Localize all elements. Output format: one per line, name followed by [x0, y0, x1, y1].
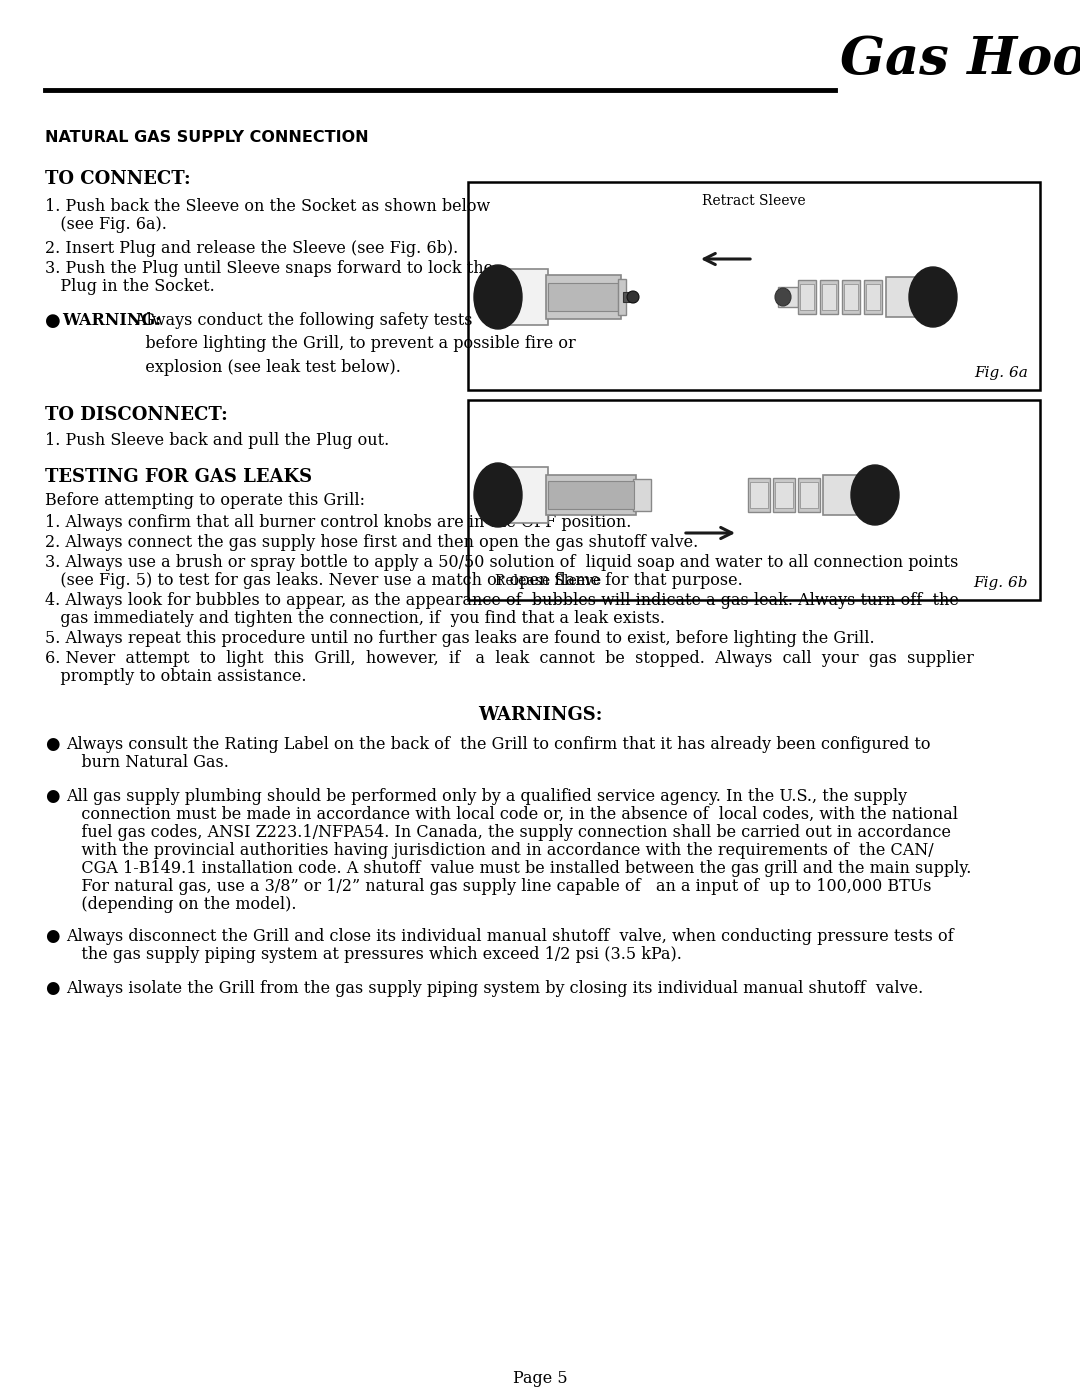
Bar — [864, 279, 882, 314]
Text: WARNINGS:: WARNINGS: — [477, 705, 603, 724]
Bar — [778, 286, 798, 307]
Text: Page 5: Page 5 — [513, 1370, 567, 1387]
Text: 1. Push back the Sleeve on the Socket as shown below: 1. Push back the Sleeve on the Socket as… — [45, 198, 490, 215]
Bar — [823, 475, 873, 515]
Ellipse shape — [909, 267, 957, 327]
Text: Fig. 6a: Fig. 6a — [974, 366, 1028, 380]
Bar — [548, 481, 634, 509]
Text: with the provincial authorities having jurisdiction and in accordance with the r: with the provincial authorities having j… — [66, 842, 933, 859]
Text: Release Sleeve: Release Sleeve — [495, 574, 602, 588]
Bar — [866, 284, 880, 310]
Bar — [618, 279, 626, 314]
Bar — [820, 279, 838, 314]
Text: 1. Always confirm that all burner control knobs are in the OFF position.: 1. Always confirm that all burner contro… — [45, 514, 632, 531]
Bar — [546, 275, 621, 319]
Text: WARNING:: WARNING: — [62, 312, 161, 330]
Text: promptly to obtain assistance.: promptly to obtain assistance. — [45, 668, 307, 685]
Ellipse shape — [775, 288, 791, 306]
Text: Fig. 6b: Fig. 6b — [973, 576, 1028, 590]
Text: TO CONNECT:: TO CONNECT: — [45, 170, 191, 189]
Text: Always consult the Rating Label on the back of  the Grill to confirm that it has: Always consult the Rating Label on the b… — [66, 736, 931, 753]
Text: (see Fig. 5) to test for gas leaks. Never use a match or open flame for that pur: (see Fig. 5) to test for gas leaks. Neve… — [45, 571, 743, 590]
Bar — [886, 277, 931, 317]
Bar — [546, 475, 636, 515]
Ellipse shape — [474, 462, 522, 527]
Bar — [775, 482, 793, 509]
Bar — [633, 479, 651, 511]
Ellipse shape — [474, 265, 522, 330]
Text: ●: ● — [45, 736, 59, 753]
Text: fuel gas codes, ANSI Z223.1/NFPA54. In Canada, the supply connection shall be ca: fuel gas codes, ANSI Z223.1/NFPA54. In C… — [66, 824, 951, 841]
Text: 2. Always connect the gas supply hose first and then open the gas shutoff valve.: 2. Always connect the gas supply hose fi… — [45, 534, 699, 550]
Text: Always isolate the Grill from the gas supply piping system by closing its indivi: Always isolate the Grill from the gas su… — [66, 981, 923, 997]
Bar — [822, 284, 836, 310]
Bar — [748, 478, 770, 511]
Text: CGA 1-B149.1 installation code. A shutoff  value must be installed between the g: CGA 1-B149.1 installation code. A shutof… — [66, 861, 971, 877]
Text: the gas supply piping system at pressures which exceed 1/2 psi (3.5 kPa).: the gas supply piping system at pressure… — [66, 946, 681, 963]
Text: 5. Always repeat this procedure until no further gas leaks are found to exist, b: 5. Always repeat this procedure until no… — [45, 630, 875, 647]
Text: ●: ● — [45, 788, 59, 805]
Bar — [773, 478, 795, 511]
Text: Plug in the Socket.: Plug in the Socket. — [45, 278, 215, 295]
Text: TO DISCONNECT:: TO DISCONNECT: — [45, 407, 228, 425]
Ellipse shape — [851, 465, 899, 525]
FancyBboxPatch shape — [468, 182, 1040, 390]
Bar — [496, 270, 548, 326]
Text: Gas Hookup: Gas Hookup — [840, 34, 1080, 85]
Text: Always conduct the following safety tests
   before lighting the Grill, to preve: Always conduct the following safety test… — [130, 312, 576, 376]
Bar — [842, 279, 860, 314]
Text: gas immediately and tighten the connection, if  you find that a leak exists.: gas immediately and tighten the connecti… — [45, 610, 665, 627]
Text: 3. Push the Plug until Sleeve snaps forward to lock the: 3. Push the Plug until Sleeve snaps forw… — [45, 260, 494, 277]
Text: burn Natural Gas.: burn Natural Gas. — [66, 754, 229, 771]
Ellipse shape — [627, 291, 639, 303]
Bar — [843, 284, 858, 310]
Text: NATURAL GAS SUPPLY CONNECTION: NATURAL GAS SUPPLY CONNECTION — [45, 130, 368, 145]
Bar — [798, 478, 820, 511]
Text: 3. Always use a brush or spray bottle to apply a 50/50 solution of  liquid soap : 3. Always use a brush or spray bottle to… — [45, 555, 958, 571]
Bar — [800, 482, 818, 509]
Text: 4. Always look for bubbles to appear, as the appearance of  bubbles will indicat: 4. Always look for bubbles to appear, as… — [45, 592, 959, 609]
Text: ●: ● — [45, 981, 59, 997]
Text: connection must be made in accordance with local code or, in the absence of  loc: connection must be made in accordance wi… — [66, 806, 958, 823]
Bar — [800, 284, 814, 310]
Bar — [623, 292, 635, 302]
Text: For natural gas, use a 3/8” or 1/2” natural gas supply line capable of   an a in: For natural gas, use a 3/8” or 1/2” natu… — [66, 877, 931, 895]
Text: (depending on the model).: (depending on the model). — [66, 895, 297, 914]
Bar — [750, 482, 768, 509]
Text: ●: ● — [45, 312, 60, 330]
Text: Before attempting to operate this Grill:: Before attempting to operate this Grill: — [45, 492, 365, 509]
Text: TESTING FOR GAS LEAKS: TESTING FOR GAS LEAKS — [45, 468, 312, 486]
Text: 1. Push Sleeve back and pull the Plug out.: 1. Push Sleeve back and pull the Plug ou… — [45, 432, 389, 448]
Text: 6. Never  attempt  to  light  this  Grill,  however,  if   a  leak  cannot  be  : 6. Never attempt to light this Grill, ho… — [45, 650, 974, 666]
Text: (see Fig. 6a).: (see Fig. 6a). — [45, 217, 167, 233]
FancyBboxPatch shape — [468, 400, 1040, 599]
Text: 2. Insert Plug and release the Sleeve (see Fig. 6b).: 2. Insert Plug and release the Sleeve (s… — [45, 240, 458, 257]
Text: Retract Sleeve: Retract Sleeve — [702, 194, 806, 208]
Text: All gas supply plumbing should be performed only by a qualified service agency. : All gas supply plumbing should be perfor… — [66, 788, 907, 805]
Bar — [798, 279, 816, 314]
Bar — [496, 467, 548, 522]
Text: ●: ● — [45, 928, 59, 944]
Bar — [548, 284, 618, 312]
Text: Always disconnect the Grill and close its individual manual shutoff  valve, when: Always disconnect the Grill and close it… — [66, 928, 954, 944]
